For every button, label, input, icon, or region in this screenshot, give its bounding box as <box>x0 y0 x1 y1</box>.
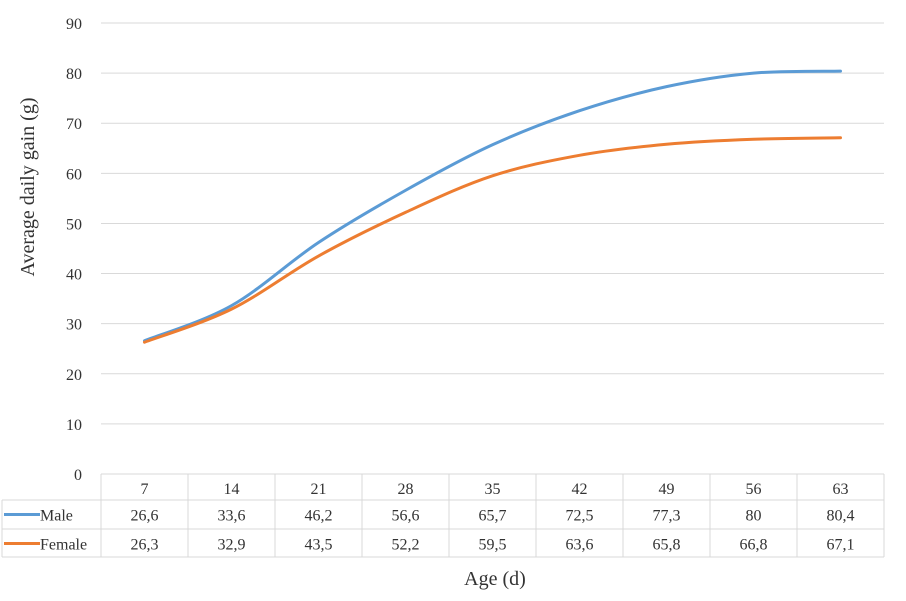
y-axis-ticks: 0 10 20 30 40 50 60 70 80 90 <box>66 16 82 484</box>
x-tick-label: 56 <box>746 481 762 498</box>
x-tick-label: 42 <box>572 481 588 498</box>
data-label: 67,1 <box>827 537 855 554</box>
data-label: 52,2 <box>392 537 420 554</box>
series-lines <box>143 69 842 344</box>
x-tick-label: 28 <box>398 481 414 498</box>
data-label: 65,7 <box>479 508 507 525</box>
data-table: 7 14 21 28 35 42 49 56 63 Male 26,6 33,6 46,2 56,6 65,… <box>1 473 885 558</box>
legend-label-female: Female <box>40 537 87 554</box>
data-label: 26,6 <box>131 508 159 525</box>
y-tick-label: 90 <box>66 16 82 33</box>
data-label: 77,3 <box>653 508 681 525</box>
x-tick-label: 14 <box>224 481 240 498</box>
data-label: 32,9 <box>218 537 246 554</box>
x-tick-label: 49 <box>659 481 675 498</box>
y-tick-label: 30 <box>66 317 82 334</box>
data-label: 66,8 <box>740 537 768 554</box>
data-label: 63,6 <box>566 537 594 554</box>
y-tick-label: 0 <box>74 467 82 484</box>
data-label: 46,2 <box>305 508 333 525</box>
y-tick-label: 60 <box>66 166 82 183</box>
x-tick-label: 21 <box>311 481 327 498</box>
data-label: 26,3 <box>131 537 159 554</box>
y-axis-label: Average daily gain (g) <box>17 98 39 277</box>
y-tick-label: 20 <box>66 367 82 384</box>
x-tick-label: 35 <box>485 481 501 498</box>
data-label: 72,5 <box>566 508 594 525</box>
gridlines <box>101 22 884 425</box>
y-tick-label: 10 <box>66 417 82 434</box>
y-tick-label: 50 <box>66 216 82 233</box>
x-tick-label: 7 <box>141 481 149 498</box>
data-label: 65,8 <box>653 537 681 554</box>
data-label: 43,5 <box>305 537 333 554</box>
data-label: 80 <box>746 508 762 525</box>
series-line-female <box>143 136 842 344</box>
y-tick-label: 80 <box>66 66 82 83</box>
x-axis-label: Age (d) <box>464 568 526 590</box>
data-label: 59,5 <box>479 537 507 554</box>
y-tick-label: 70 <box>66 116 82 133</box>
legend-label-male: Male <box>40 508 73 525</box>
series-line-male <box>143 69 842 343</box>
data-label: 80,4 <box>827 508 855 525</box>
data-label: 33,6 <box>218 508 246 525</box>
x-tick-label: 63 <box>833 481 849 498</box>
y-tick-label: 40 <box>66 267 82 284</box>
data-label: 56,6 <box>392 508 420 525</box>
